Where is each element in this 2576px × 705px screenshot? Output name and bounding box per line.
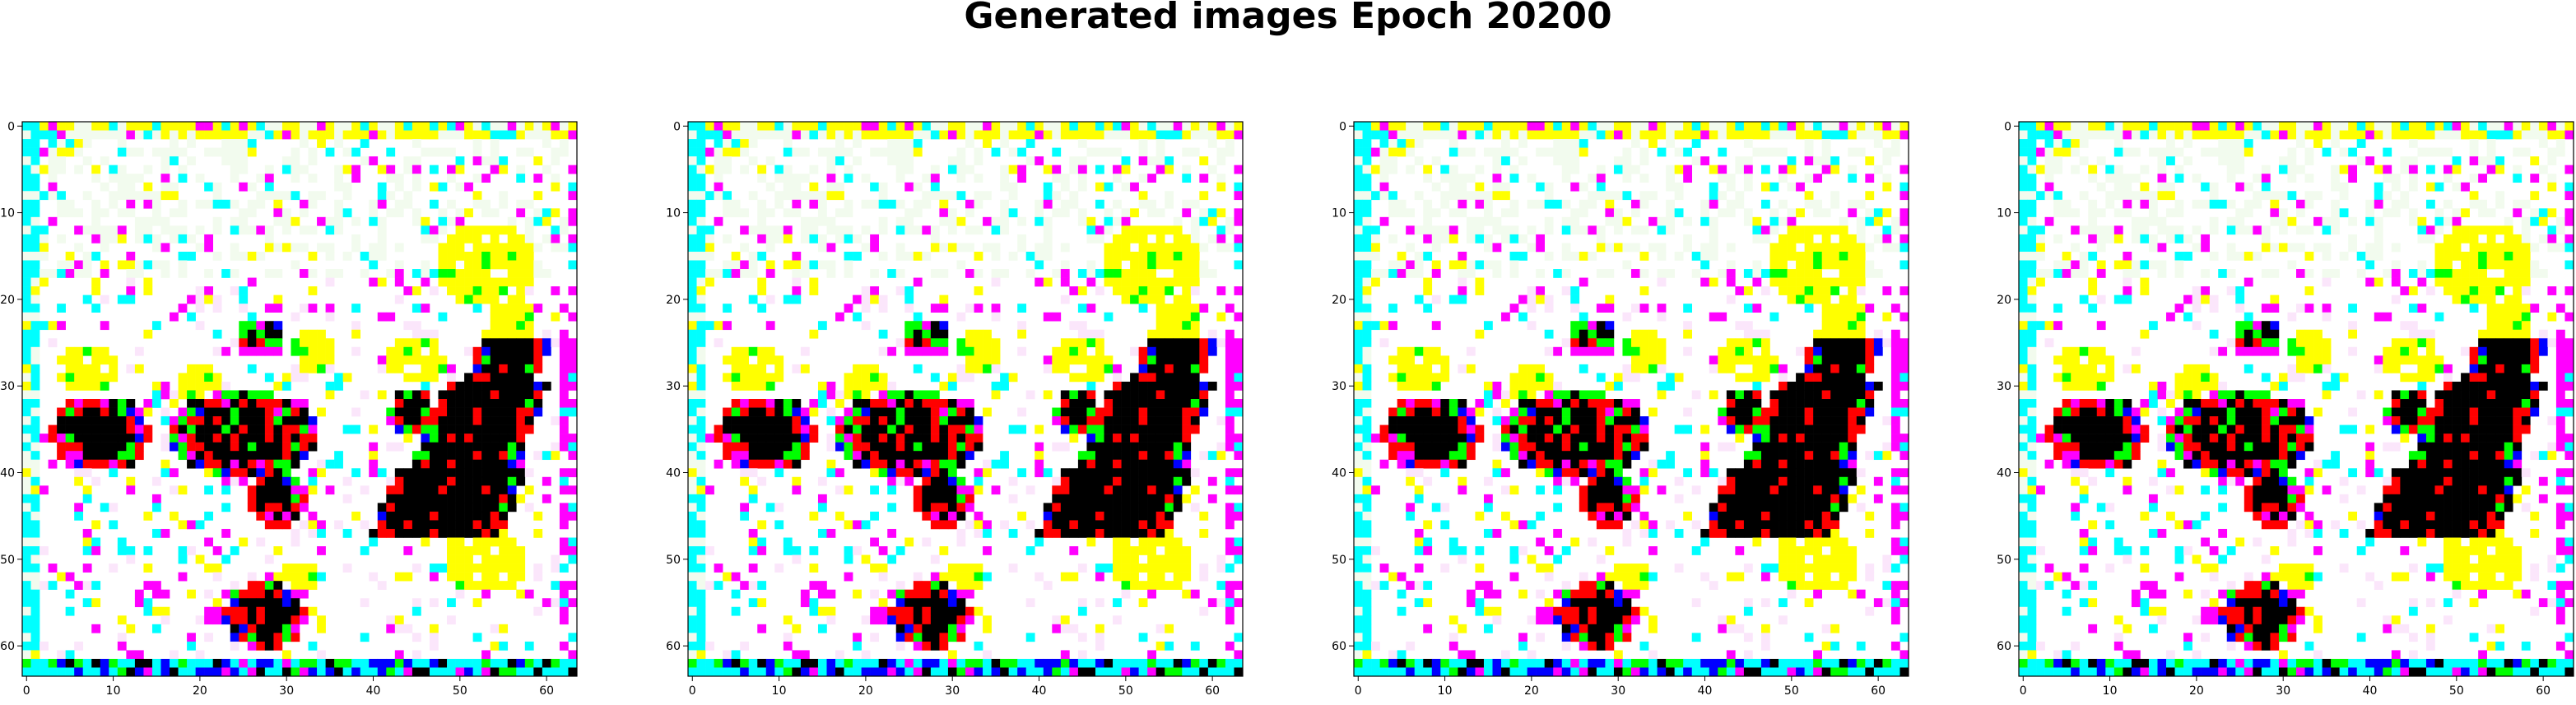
x-tick-label: 0: [23, 684, 30, 698]
x-tick-label: 30: [1611, 684, 1625, 698]
x-tick-label: 60: [1205, 684, 1220, 698]
y-tick-label: 60: [666, 640, 681, 653]
y-tick-label: 60: [1332, 640, 1346, 653]
y-tick-label: 60: [1997, 640, 2011, 653]
y-tick-label: 60: [0, 640, 15, 653]
x-tick-label: 0: [689, 684, 696, 698]
y-tick-label: 40: [1997, 467, 2011, 480]
y-tick-label: 30: [0, 380, 15, 393]
x-tick-label: 20: [1524, 684, 1539, 698]
y-tick-label: 10: [666, 207, 681, 220]
x-tick-label: 30: [945, 684, 960, 698]
x-tick-label: 20: [193, 684, 207, 698]
image-pixels: [1354, 122, 1909, 676]
x-tick-label: 60: [539, 684, 554, 698]
x-tick-label: 10: [772, 684, 787, 698]
x-tick-label: 0: [1355, 684, 1362, 698]
x-tick-label: 50: [2449, 684, 2464, 698]
y-tick-label: 20: [0, 294, 15, 307]
x-tick-label: 10: [2103, 684, 2118, 698]
y-tick-label: 0: [2004, 120, 2011, 133]
image-pixels: [688, 122, 1243, 676]
y-tick-label: 40: [0, 467, 15, 480]
x-tick-label: 0: [2020, 684, 2027, 698]
x-tick-label: 10: [1438, 684, 1453, 698]
x-tick-label: 30: [2276, 684, 2290, 698]
y-tick-label: 30: [666, 380, 681, 393]
y-tick-label: 20: [666, 294, 681, 307]
x-tick-label: 50: [1118, 684, 1133, 698]
x-tick-label: 40: [366, 684, 381, 698]
x-tick-label: 20: [858, 684, 873, 698]
x-tick-label: 20: [2189, 684, 2204, 698]
x-tick-label: 40: [1032, 684, 1047, 698]
y-tick-label: 10: [1997, 207, 2011, 220]
y-tick-label: 20: [1997, 294, 2011, 307]
x-tick-label: 30: [279, 684, 294, 698]
y-tick-label: 50: [0, 554, 15, 567]
y-tick-label: 40: [666, 467, 681, 480]
x-tick-label: 50: [1784, 684, 1799, 698]
y-tick-label: 0: [673, 120, 681, 133]
y-tick-label: 0: [7, 120, 15, 133]
y-tick-label: 40: [1332, 467, 1346, 480]
x-tick-label: 40: [2363, 684, 2378, 698]
x-tick-label: 60: [2536, 684, 2550, 698]
y-tick-label: 50: [1997, 554, 2011, 567]
y-tick-label: 30: [1332, 380, 1346, 393]
image-pixels: [22, 122, 577, 676]
x-tick-label: 50: [453, 684, 467, 698]
y-tick-label: 10: [0, 207, 15, 220]
x-tick-label: 60: [1871, 684, 1886, 698]
x-tick-label: 10: [106, 684, 121, 698]
y-tick-label: 20: [1332, 294, 1346, 307]
y-tick-label: 50: [1332, 554, 1346, 567]
y-tick-label: 0: [1339, 120, 1346, 133]
y-tick-label: 10: [1332, 207, 1346, 220]
y-tick-label: 50: [666, 554, 681, 567]
image-pixels: [2019, 122, 2574, 676]
y-tick-label: 30: [1997, 380, 2011, 393]
x-tick-label: 40: [1698, 684, 1713, 698]
